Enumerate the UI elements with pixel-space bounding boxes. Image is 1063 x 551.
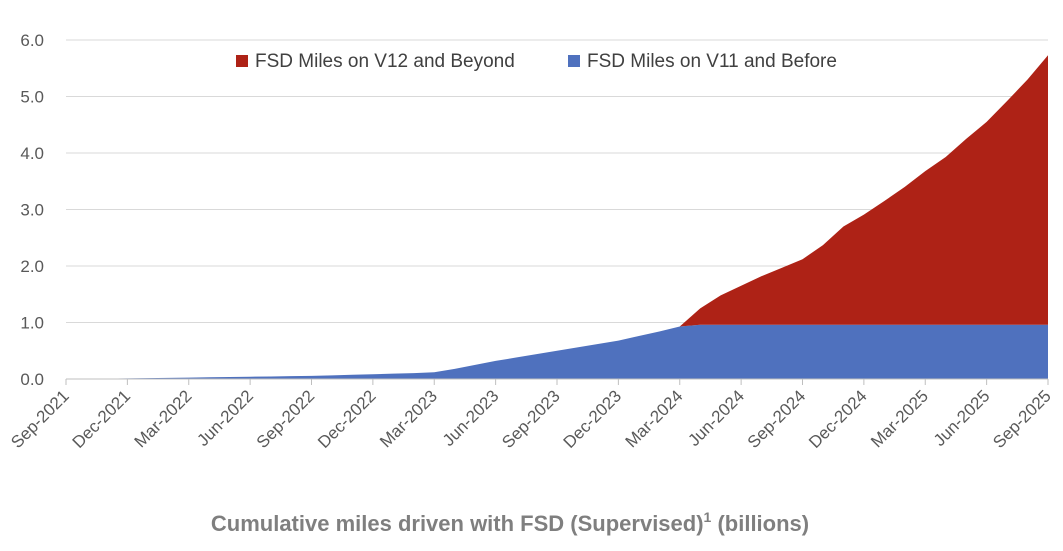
x-tick-label: Jun-2025 <box>930 386 994 450</box>
x-axis-ticks: Sep-2021Dec-2021Mar-2022Jun-2022Sep-2022… <box>7 379 1055 452</box>
x-tick-label: Jun-2024 <box>684 386 748 450</box>
x-tick-label: Dec-2023 <box>560 386 626 452</box>
plot-areas <box>66 55 1048 379</box>
y-tick-label: 3.0 <box>20 201 44 220</box>
x-tick-label: Sep-2022 <box>253 386 319 452</box>
title-superscript: 1 <box>704 509 712 525</box>
y-tick-label: 6.0 <box>20 31 44 50</box>
series-area-1 <box>66 55 1048 379</box>
x-tick-label: Mar-2025 <box>867 386 932 451</box>
y-tick-label: 2.0 <box>20 257 44 276</box>
x-tick-label: Mar-2024 <box>622 386 687 451</box>
x-tick-label: Jun-2023 <box>439 386 503 450</box>
legend-label: FSD Miles on V12 and Beyond <box>255 51 515 72</box>
legend-label: FSD Miles on V11 and Before <box>587 51 837 72</box>
y-axis-ticks: 0.0 1.0 2.0 3.0 4.0 5.0 6.0 <box>20 31 44 389</box>
x-tick-label: Sep-2025 <box>989 386 1055 452</box>
y-tick-label: 4.0 <box>20 144 44 163</box>
x-tick-label: Dec-2024 <box>805 386 871 452</box>
legend-swatch <box>568 55 580 67</box>
x-tick-label: Jun-2022 <box>193 386 257 450</box>
y-tick-label: 1.0 <box>20 314 44 333</box>
title-main: Cumulative miles driven with FSD (Superv… <box>211 511 704 536</box>
title-unit: (billions) <box>711 511 809 536</box>
x-tick-label: Dec-2022 <box>314 386 380 452</box>
x-tick-label: Mar-2022 <box>131 386 196 451</box>
y-tick-label: 0.0 <box>20 370 44 389</box>
legend-swatch <box>236 55 248 67</box>
x-tick-label: Sep-2021 <box>7 386 73 452</box>
x-tick-label: Sep-2024 <box>744 386 810 452</box>
y-tick-label: 5.0 <box>20 88 44 107</box>
x-tick-label: Sep-2023 <box>498 386 564 452</box>
chart-title: Cumulative miles driven with FSD (Superv… <box>211 509 809 536</box>
series-area-0 <box>66 324 1048 379</box>
x-tick-label: Dec-2021 <box>69 386 135 452</box>
x-tick-label: Mar-2023 <box>376 386 441 451</box>
legend: FSD Miles on V12 and Beyond FSD Miles on … <box>236 51 837 72</box>
